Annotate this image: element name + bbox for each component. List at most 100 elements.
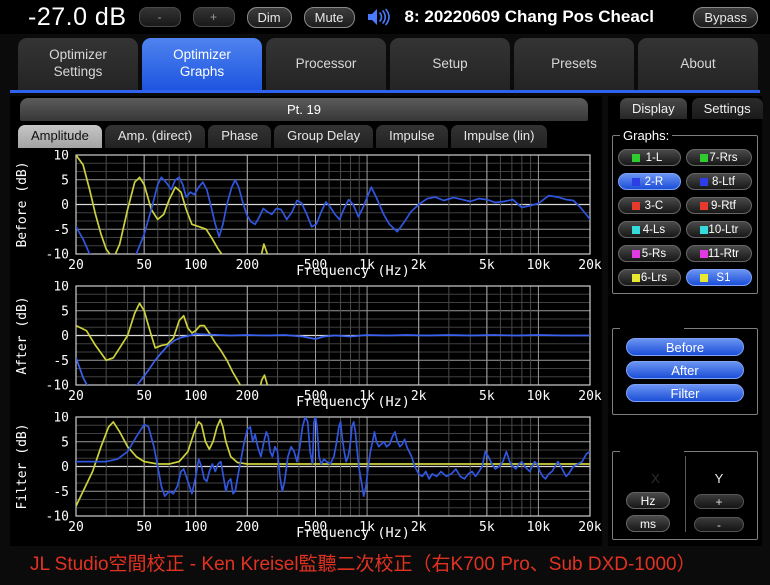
channel-button-s1[interactable]: S1 xyxy=(685,269,752,286)
svg-text:After (dB): After (dB) xyxy=(15,296,30,374)
svg-text:-10: -10 xyxy=(46,510,69,525)
svg-text:50: 50 xyxy=(136,520,152,535)
svg-text:-5: -5 xyxy=(53,223,69,238)
svg-text:20: 20 xyxy=(68,258,84,273)
svg-text:1k: 1k xyxy=(359,520,375,535)
y-zoom-out-button[interactable]: - xyxy=(694,517,744,532)
svg-text:Frequency (Hz): Frequency (Hz) xyxy=(296,263,410,279)
channel-button-9-rtf[interactable]: 9-Rtf xyxy=(685,197,752,214)
channel-color-swatch xyxy=(699,249,708,258)
curve-subwoofer-filter xyxy=(76,418,590,507)
channel-label: 8-Ltf xyxy=(711,175,735,188)
svg-text:5: 5 xyxy=(61,435,69,450)
channel-color-swatch xyxy=(699,201,708,210)
svg-text:5k: 5k xyxy=(479,389,495,404)
curve-visibility-group: Before After Filter xyxy=(612,328,758,415)
panel-tab-display[interactable]: Display xyxy=(620,98,687,119)
svg-text:10k: 10k xyxy=(527,389,551,404)
channel-button-1-l[interactable]: 1-L xyxy=(618,149,681,166)
svg-text:200: 200 xyxy=(236,258,259,273)
subtab-group-delay[interactable]: Group Delay xyxy=(274,125,374,148)
channel-button-8-ltf[interactable]: 8-Ltf xyxy=(685,173,752,190)
tab-underline xyxy=(10,90,760,93)
tab-optimizer-graphs[interactable]: Optimizer Graphs xyxy=(142,38,262,90)
tab-presets[interactable]: Presets xyxy=(514,38,634,90)
channel-color-swatch xyxy=(699,177,708,186)
caption: JL Studio空間校正 - Ken Kreisel監聽二次校正（右K700 … xyxy=(30,554,696,575)
curve-main-before xyxy=(76,176,590,254)
svg-text:100: 100 xyxy=(184,389,207,404)
channel-button-5-rs[interactable]: 5-Rs xyxy=(618,245,681,262)
subtab-phase[interactable]: Phase xyxy=(208,125,272,148)
volume-plus-button[interactable]: + xyxy=(192,7,235,27)
tab-about[interactable]: About xyxy=(638,38,758,90)
channel-label: 3-C xyxy=(644,199,664,212)
channel-button-11-rtr[interactable]: 11-Rtr xyxy=(685,245,752,262)
y-zoom-in-button[interactable]: + xyxy=(694,494,744,509)
svg-text:10k: 10k xyxy=(527,258,551,273)
svg-text:20: 20 xyxy=(68,520,84,535)
subtab-amp-direct[interactable]: Amp. (direct) xyxy=(104,125,206,148)
dim-button[interactable]: Dim xyxy=(246,6,292,28)
channel-button-6-lrs[interactable]: 6-Lrs xyxy=(618,269,681,286)
svg-text:Filter (dB): Filter (dB) xyxy=(15,423,30,509)
svg-text:10: 10 xyxy=(53,281,69,295)
svg-text:Frequency (Hz): Frequency (Hz) xyxy=(296,394,410,410)
channel-label: 6-Lrs xyxy=(640,271,668,284)
curve-main-filter xyxy=(76,417,590,498)
panel-tab-settings[interactable]: Settings xyxy=(691,98,763,119)
svg-text:-5: -5 xyxy=(53,354,69,369)
tab-processor[interactable]: Processor xyxy=(266,38,386,90)
svg-text:0: 0 xyxy=(61,329,69,344)
bypass-button[interactable]: Bypass xyxy=(693,6,758,28)
svg-text:5: 5 xyxy=(61,304,69,319)
channel-button-2-r[interactable]: 2-R xyxy=(618,173,681,190)
svg-text:0: 0 xyxy=(61,460,69,475)
volume-minus-button[interactable]: - xyxy=(138,7,181,27)
channel-color-swatch xyxy=(632,201,640,210)
svg-text:200: 200 xyxy=(236,520,259,535)
curve-subwoofer-after xyxy=(76,302,269,385)
main-tabbar: Optimizer Settings Optimizer Graphs Proces… xyxy=(18,38,758,90)
subtab-amplitude[interactable]: Amplitude xyxy=(18,125,102,148)
channel-button-10-ltr[interactable]: 10-Ltr xyxy=(685,221,752,238)
curve-main-after xyxy=(76,333,590,385)
filter-curve-button[interactable]: Filter xyxy=(626,384,744,402)
axis-controls-group: X Hz ms Y + - xyxy=(612,451,758,540)
x-unit-hz-button[interactable]: Hz xyxy=(626,492,670,509)
svg-text:5: 5 xyxy=(61,173,69,188)
svg-text:500: 500 xyxy=(304,389,327,404)
svg-text:-10: -10 xyxy=(46,248,69,263)
channel-button-3-c[interactable]: 3-C xyxy=(618,197,681,214)
graphs-group: Graphs: 1-L 7-Rrs 2-R 8-Ltf 3-C 9-Rtf 4-Ls 10-L… xyxy=(612,128,758,294)
channel-color-swatch xyxy=(699,225,708,234)
chart-filter: 10 5 0 -5 -10 20 50 100 200 500 1k 2k 5k 10k 20k Freque… xyxy=(10,411,602,543)
tab-optimizer-settings[interactable]: Optimizer Settings xyxy=(18,38,138,90)
display-settings-panel: Display Settings Graphs: 1-L 7-Rrs 2-R 8-Ltf… xyxy=(608,96,763,546)
panel-tabs: Display Settings xyxy=(620,98,763,119)
after-curve-button[interactable]: After xyxy=(626,361,744,379)
svg-text:0: 0 xyxy=(61,198,69,213)
svg-text:10: 10 xyxy=(53,412,69,426)
svg-text:1k: 1k xyxy=(359,389,375,404)
chart-before: 10 5 0 -5 -10 20 50 100 200 500 1k 2k 5k 10k 20k Freque… xyxy=(10,149,602,281)
tab-setup[interactable]: Setup xyxy=(390,38,510,90)
mute-button[interactable]: Mute xyxy=(303,6,355,28)
channel-button-4-ls[interactable]: 4-Ls xyxy=(618,221,681,238)
svg-text:100: 100 xyxy=(184,520,207,535)
subtab-impulse[interactable]: Impulse xyxy=(376,125,448,148)
channel-label: 2-R xyxy=(644,175,664,188)
top-bar: -27.0 dB - + Dim Mute 8: 20220609 Chang … xyxy=(0,0,770,34)
x-unit-ms-button[interactable]: ms xyxy=(626,515,670,532)
before-curve-button[interactable]: Before xyxy=(626,338,744,356)
channel-color-swatch xyxy=(632,225,640,234)
channel-button-7-rrs[interactable]: 7-Rrs xyxy=(685,149,752,166)
subtab-impulse-lin[interactable]: Impulse (lin) xyxy=(450,125,548,148)
svg-text:Frequency (Hz): Frequency (Hz) xyxy=(296,525,410,541)
channel-label: S1 xyxy=(716,271,731,284)
channel-label: 7-Rrs xyxy=(709,151,738,164)
svg-text:500: 500 xyxy=(304,258,327,273)
measurement-point-bar: Pt. 19 xyxy=(20,98,588,121)
speaker-icon xyxy=(367,8,391,26)
